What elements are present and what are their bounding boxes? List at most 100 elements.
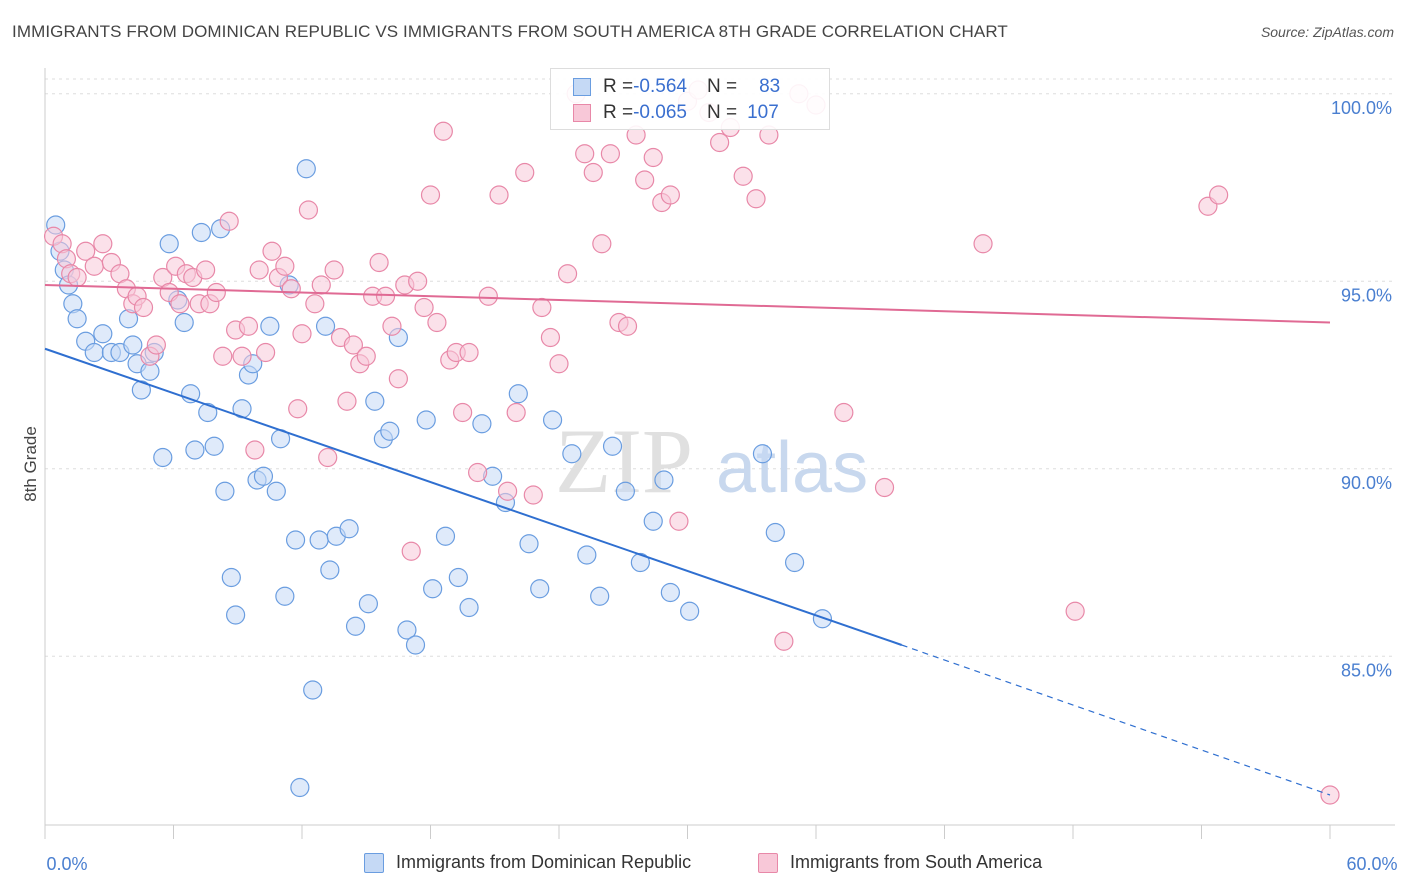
south-america-point — [245, 440, 265, 460]
tick-labels: 85.0% 90.0% 95.0% 100.0% 0.0% 60.0% — [46, 98, 1397, 874]
south-america-point — [635, 170, 655, 190]
legend-item-dominican[interactable]: Immigrants from Dominican Republic — [364, 852, 691, 873]
y-tick-label: 100.0% — [1331, 98, 1392, 118]
dominican-point — [309, 530, 329, 550]
south-america-point — [733, 166, 753, 186]
trend-lines — [44, 284, 1331, 796]
south-america-point — [540, 327, 561, 348]
south-america-point — [874, 477, 895, 498]
south-america-point — [478, 286, 498, 306]
dominican-point — [67, 309, 87, 329]
dominican-point — [654, 470, 674, 490]
dominican-point — [339, 519, 359, 539]
y-tick-label: 90.0% — [1341, 473, 1392, 493]
south-america-point — [238, 316, 259, 336]
dominican-point — [643, 511, 663, 531]
south-america-point — [523, 485, 543, 505]
legend-n-label: N = — [706, 76, 738, 97]
south-america-point — [375, 286, 396, 306]
south-america-point — [617, 316, 638, 336]
dominican-point — [530, 579, 550, 599]
legend-n-value: 83 — [759, 76, 781, 97]
legend-r-value: -0.065 — [633, 102, 687, 123]
dominican-point — [226, 605, 246, 625]
south-america-point — [468, 462, 488, 483]
y-tick-label: 95.0% — [1341, 285, 1392, 305]
dominican-point — [416, 410, 436, 430]
dominican-point — [84, 342, 104, 363]
dominican-point — [615, 481, 635, 501]
south-america-point — [515, 162, 535, 183]
south-america-point — [408, 271, 428, 291]
south-america-point — [746, 189, 766, 209]
legend-swatch-blue — [573, 78, 591, 96]
dominican-point — [191, 222, 211, 243]
south-america-point — [427, 312, 447, 333]
dominican-point — [185, 440, 205, 460]
south-america-point — [219, 211, 239, 231]
south-america-point — [76, 241, 96, 261]
south-america-point — [356, 346, 376, 366]
legend-r-label: R = — [603, 102, 634, 123]
dominican-point — [123, 335, 143, 355]
series-dominican-points — [46, 159, 833, 798]
south-america-point — [592, 234, 612, 254]
south-america-point — [311, 275, 331, 295]
south-america-point — [710, 132, 730, 153]
dominican-point — [320, 560, 340, 580]
south-america-point — [973, 234, 993, 254]
dominican-point — [660, 582, 680, 603]
south-america-point — [206, 282, 226, 303]
south-america-point — [643, 147, 663, 168]
dominican-point — [397, 620, 417, 640]
dominican-point — [159, 234, 179, 254]
dominican-point — [260, 316, 280, 336]
dominican-point — [405, 635, 426, 655]
legend-r-value: -0.564 — [633, 76, 687, 97]
south-america-point — [292, 324, 312, 344]
dominican-point — [448, 567, 468, 588]
dominican-point — [542, 410, 563, 430]
dominican-point — [380, 421, 400, 441]
legend-row-dominican: R = -0.564 N = 83 — [573, 75, 780, 99]
dominican-point — [358, 594, 378, 614]
south-america-point — [532, 297, 552, 318]
dominican-trend-extension — [901, 644, 1331, 796]
south-america-point — [213, 346, 233, 366]
dominican-point — [577, 545, 597, 565]
dominican-point — [519, 534, 539, 554]
dominican-point — [784, 552, 805, 573]
dominican-trend-line — [44, 347, 902, 646]
watermark-atlas: atlas — [716, 428, 868, 508]
dominican-point — [275, 586, 295, 606]
south-america-point — [232, 346, 252, 366]
south-america-point — [459, 342, 479, 363]
legend-label-dominican: Immigrants from Dominican Republic — [396, 852, 692, 872]
south-america-point — [255, 342, 276, 363]
dominican-point — [752, 444, 773, 464]
dominican-point — [435, 526, 456, 546]
dominican-point — [508, 384, 528, 404]
dominican-point — [472, 414, 492, 434]
legend-item-south-america[interactable]: Immigrants from South America — [758, 852, 1042, 873]
south-america-point — [401, 541, 421, 561]
south-america-point — [557, 264, 578, 284]
watermark: ZIP atlas — [555, 410, 868, 512]
south-america-trend-line — [44, 284, 1331, 324]
dominican-point — [204, 436, 224, 456]
series-legend: Immigrants from Dominican Republic Immig… — [0, 852, 1406, 878]
dominican-point — [266, 481, 286, 501]
dominican-point — [630, 552, 650, 573]
dominican-point — [296, 159, 316, 179]
south-america-point — [498, 481, 518, 501]
south-america-point — [575, 144, 595, 164]
dominican-point — [590, 586, 610, 606]
legend-swatch-pink — [758, 852, 778, 873]
south-america-point — [146, 335, 166, 355]
south-america-point — [549, 354, 569, 374]
south-america-point — [318, 447, 338, 468]
south-america-point — [834, 402, 854, 423]
legend-label-south-america: Immigrants from South America — [790, 852, 1043, 872]
south-america-point — [414, 297, 434, 318]
south-america-point — [660, 185, 680, 205]
